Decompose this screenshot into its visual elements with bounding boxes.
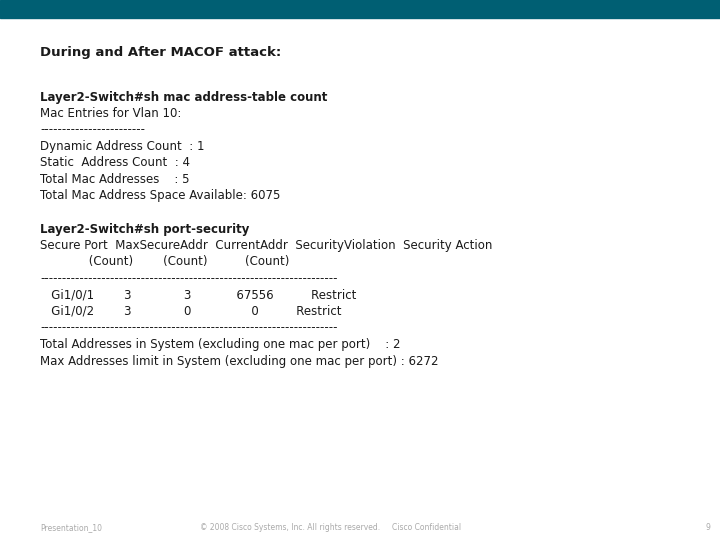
Text: Max Addresses limit in System (excluding one mac per port) : 6272: Max Addresses limit in System (excluding… [40,354,438,368]
Text: Secure Port  MaxSecureAddr  CurrentAddr  SecurityViolation  Security Action: Secure Port MaxSecureAddr CurrentAddr Se… [40,239,492,252]
Text: Gi1/0/2        3              0                0          Restrict: Gi1/0/2 3 0 0 Restrict [40,305,341,318]
Text: © 2008 Cisco Systems, Inc. All rights reserved.     Cisco Confidential: © 2008 Cisco Systems, Inc. All rights re… [200,523,461,532]
Bar [0,0,720,18]
Text: ------------------------: ------------------------ [40,124,145,137]
Text: Dynamic Address Count  : 1: Dynamic Address Count : 1 [40,140,204,153]
Text: --------------------------------------------------------------------: ----------------------------------------… [40,321,338,334]
Text: Total Mac Address Space Available: 6075: Total Mac Address Space Available: 6075 [40,190,280,202]
Text: Presentation_10: Presentation_10 [40,523,102,532]
Text: Layer2-Switch#sh mac address-table count: Layer2-Switch#sh mac address-table count [40,91,328,104]
Text: --------------------------------------------------------------------: ----------------------------------------… [40,272,338,285]
Text: (Count)        (Count)          (Count): (Count) (Count) (Count) [40,255,289,268]
Text: Total Mac Addresses    : 5: Total Mac Addresses : 5 [40,173,189,186]
Text: Static  Address Count  : 4: Static Address Count : 4 [40,157,190,170]
Text: Mac Entries for Vlan 10:: Mac Entries for Vlan 10: [40,107,181,120]
Text: Total Addresses in System (excluding one mac per port)    : 2: Total Addresses in System (excluding one… [40,338,400,351]
Text: 9: 9 [705,523,710,532]
Text: During and After MACOF attack:: During and After MACOF attack: [40,46,282,59]
Text: Layer2-Switch#sh port-security: Layer2-Switch#sh port-security [40,222,249,235]
Text: Gi1/0/1        3              3            67556          Restrict: Gi1/0/1 3 3 67556 Restrict [40,288,356,301]
